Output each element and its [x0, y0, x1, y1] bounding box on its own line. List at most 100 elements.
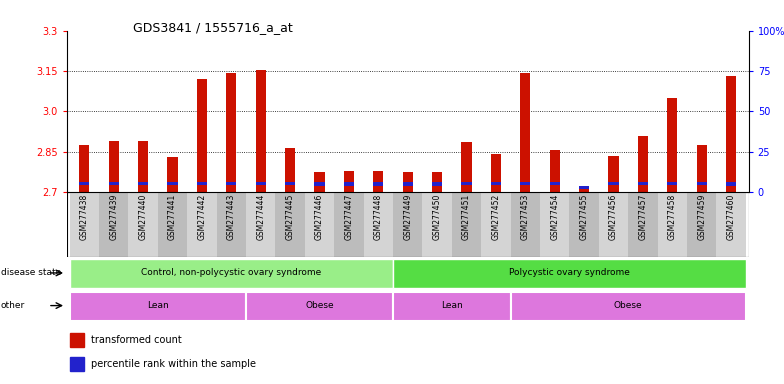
Text: Obese: Obese — [614, 301, 643, 310]
Text: GDS3841 / 1555716_a_at: GDS3841 / 1555716_a_at — [133, 21, 293, 34]
Bar — [70, 192, 99, 257]
Bar — [79, 182, 89, 185]
Bar — [658, 192, 687, 257]
Bar — [432, 172, 442, 192]
Text: GSM277441: GSM277441 — [168, 194, 177, 240]
Text: GSM277460: GSM277460 — [727, 194, 735, 240]
Bar — [216, 192, 246, 257]
Bar — [393, 259, 746, 288]
Text: GSM277453: GSM277453 — [521, 194, 530, 240]
Bar — [108, 182, 119, 185]
Bar — [452, 192, 481, 257]
Text: percentile rank within the sample: percentile rank within the sample — [90, 359, 256, 369]
Bar — [520, 73, 531, 192]
Bar — [256, 70, 266, 192]
Text: GSM277457: GSM277457 — [638, 194, 648, 240]
Bar — [608, 156, 619, 192]
Bar — [256, 182, 266, 185]
Bar — [608, 182, 619, 185]
Bar — [70, 358, 84, 371]
Bar — [423, 192, 452, 257]
Text: GSM277442: GSM277442 — [198, 194, 206, 240]
Bar — [550, 182, 560, 185]
Text: GSM277445: GSM277445 — [285, 194, 295, 240]
Bar — [687, 192, 717, 257]
Text: GSM277455: GSM277455 — [579, 194, 589, 240]
Text: Lean: Lean — [441, 301, 463, 310]
Bar — [197, 182, 207, 185]
Bar — [520, 182, 531, 185]
Bar — [99, 192, 129, 257]
Bar — [461, 142, 472, 192]
Text: GSM277449: GSM277449 — [403, 194, 412, 240]
Bar — [226, 182, 237, 185]
Bar — [628, 192, 658, 257]
Bar — [70, 291, 246, 321]
Bar — [599, 192, 628, 257]
Bar — [726, 76, 736, 192]
Text: other: other — [1, 301, 25, 310]
Bar — [373, 171, 383, 192]
Bar — [70, 259, 393, 288]
Bar — [314, 182, 325, 185]
Text: GSM277448: GSM277448 — [374, 194, 383, 240]
Bar — [314, 172, 325, 192]
Text: Polycystic ovary syndrome: Polycystic ovary syndrome — [509, 268, 630, 278]
Text: GSM277454: GSM277454 — [550, 194, 559, 240]
Bar — [138, 182, 148, 185]
Text: disease state: disease state — [1, 268, 61, 278]
Bar — [481, 192, 510, 257]
Bar — [540, 192, 569, 257]
Text: GSM277439: GSM277439 — [109, 194, 118, 240]
Bar — [364, 192, 393, 257]
Bar — [138, 141, 148, 192]
Bar — [246, 291, 393, 321]
Bar — [510, 291, 746, 321]
Bar — [579, 188, 590, 192]
Text: GSM277440: GSM277440 — [139, 194, 147, 240]
Bar — [726, 182, 736, 185]
Bar — [158, 192, 187, 257]
Bar — [569, 192, 599, 257]
Text: transformed count: transformed count — [90, 335, 181, 345]
Bar — [491, 154, 501, 192]
Text: GSM277438: GSM277438 — [80, 194, 89, 240]
Bar — [226, 73, 237, 192]
Bar — [275, 192, 305, 257]
Bar — [402, 182, 413, 185]
Bar — [717, 192, 746, 257]
Text: GSM277458: GSM277458 — [668, 194, 677, 240]
Bar — [167, 157, 178, 192]
Bar — [79, 145, 89, 192]
Bar — [696, 145, 707, 192]
Bar — [550, 151, 560, 192]
Bar — [129, 192, 158, 257]
Text: GSM277447: GSM277447 — [344, 194, 354, 240]
Text: Control, non-polycystic ovary syndrome: Control, non-polycystic ovary syndrome — [141, 268, 321, 278]
Bar — [246, 192, 275, 257]
Text: Lean: Lean — [147, 301, 169, 310]
Bar — [402, 172, 413, 192]
Text: GSM277451: GSM277451 — [462, 194, 471, 240]
Bar — [285, 182, 296, 185]
Bar — [393, 291, 510, 321]
Bar — [667, 182, 677, 185]
Bar — [510, 192, 540, 257]
Text: GSM277446: GSM277446 — [315, 194, 324, 240]
Bar — [637, 182, 648, 185]
Text: GSM277459: GSM277459 — [697, 194, 706, 240]
Bar — [373, 182, 383, 185]
Bar — [167, 182, 178, 185]
Bar — [334, 192, 364, 257]
Bar — [285, 147, 296, 192]
Bar — [393, 192, 423, 257]
Bar — [108, 141, 119, 192]
Text: GSM277443: GSM277443 — [227, 194, 236, 240]
Text: Obese: Obese — [305, 301, 334, 310]
Bar — [432, 182, 442, 185]
Bar — [579, 186, 590, 189]
Bar — [187, 192, 216, 257]
Bar — [491, 182, 501, 185]
Bar — [70, 333, 84, 348]
Text: GSM277450: GSM277450 — [433, 194, 441, 240]
